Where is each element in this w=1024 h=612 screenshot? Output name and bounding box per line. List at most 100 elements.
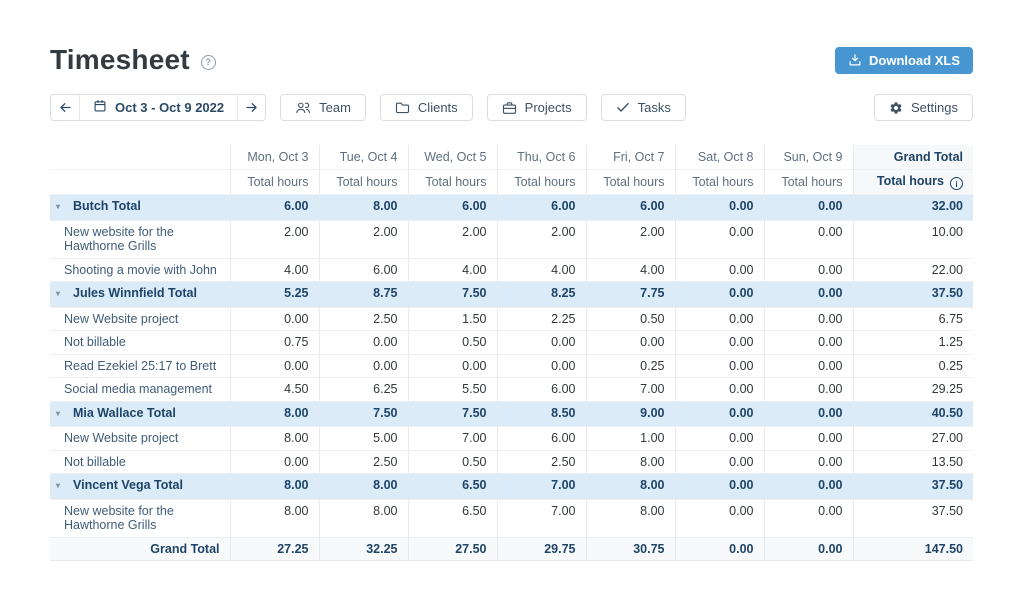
task-hours-cell: 0.00 [496, 354, 586, 378]
task-grand-total-cell: 37.50 [852, 499, 973, 538]
group-hours-cell: 6.00 [585, 194, 675, 221]
task-row-label: Not billable [50, 450, 230, 474]
group-hours-cell: 8.25 [496, 281, 586, 308]
timesheet-page: Timesheet ? Download XLS [50, 44, 973, 561]
task-hours-cell: 0.00 [763, 258, 853, 282]
task-hours-cell: 1.50 [407, 307, 497, 331]
date-range-button[interactable]: Oct 3 - Oct 9 2022 [79, 95, 238, 120]
task-grand-total-cell: 22.00 [852, 258, 973, 282]
next-week-button[interactable] [237, 95, 266, 120]
tasks-filter-button[interactable]: Tasks [600, 94, 686, 121]
task-hours-cell: 0.00 [496, 330, 586, 355]
task-hours-cell: 0.00 [674, 450, 764, 474]
info-icon[interactable]: i [950, 177, 963, 190]
group-hours-cell: 0.00 [763, 194, 853, 221]
task-row: Not billable 0.75 0.00 0.50 0.00 0.00 0.00 0.00… [50, 330, 973, 355]
task-hours-cell: 2.00 [229, 220, 319, 259]
task-hours-cell: 0.00 [674, 377, 764, 402]
collapse-group-icon[interactable]: ▾ [56, 289, 61, 298]
task-hours-cell: 2.00 [496, 220, 586, 259]
task-row: Not billable 0.00 2.50 0.50 2.50 8.00 0.00 0.00… [50, 450, 973, 474]
task-hours-cell: 6.50 [407, 499, 497, 538]
day-column-header: Thu, Oct 6 [496, 145, 586, 170]
task-grand-total-cell: 10.00 [852, 220, 973, 259]
group-grand-total-cell: 37.50 [852, 281, 973, 308]
total-hours-subheader: Total hours [496, 169, 586, 195]
group-hours-cell: 7.50 [407, 281, 497, 308]
group-hours-cell: 8.00 [585, 473, 675, 500]
gear-icon [889, 101, 903, 115]
title-row: Timesheet ? Download XLS [50, 44, 973, 76]
task-row: Social media management 4.50 6.25 5.50 6.00 7… [50, 377, 973, 402]
help-icon[interactable]: ? [200, 54, 216, 70]
task-hours-cell: 0.00 [674, 220, 764, 259]
team-filter-button[interactable]: Team [280, 94, 366, 121]
task-hours-cell: 4.00 [496, 258, 586, 282]
task-hours-cell: 0.50 [407, 450, 497, 474]
previous-week-button[interactable] [51, 95, 79, 120]
task-row: New Website project 0.00 2.50 1.50 2.25 0.50 0… [50, 307, 973, 331]
total-hours-subheader: Total hours [585, 169, 675, 195]
collapse-group-icon[interactable]: ▾ [56, 408, 61, 418]
task-hours-cell: 2.00 [585, 220, 675, 259]
group-label-cell: ▾ Mia Wallace Total [50, 401, 230, 427]
task-hours-cell: 0.00 [229, 307, 319, 331]
task-hours-cell: 0.25 [585, 354, 675, 378]
group-label-cell: ▾ Vincent Vega Total [50, 473, 230, 500]
timesheet-table: Mon, Oct 3 Tue, Oct 4 Wed, Oct 5 Thu, Oct 6… [50, 145, 973, 561]
group-hours-cell: 0.00 [674, 281, 764, 308]
group-hours-cell: 8.50 [496, 401, 586, 427]
day-column-header: Wed, Oct 5 [407, 145, 497, 170]
task-hours-cell: 8.00 [229, 426, 319, 451]
task-hours-cell: 0.00 [763, 377, 853, 402]
task-row-label: Not billable [50, 330, 230, 355]
group-grand-total-cell: 32.00 [852, 194, 973, 221]
group-hours-cell: 8.00 [229, 473, 319, 500]
task-row: New website for the Hawthorne Grills 8.00… [50, 499, 973, 538]
group-row-label: Butch Total [73, 199, 141, 213]
download-xls-button[interactable]: Download XLS [835, 46, 973, 74]
check-icon [616, 101, 630, 114]
group-hours-cell: 6.00 [229, 194, 319, 221]
task-row: Read Ezekiel 25:17 to Brett 0.00 0.00 0.00 0… [50, 354, 973, 378]
header-empty-cell [50, 145, 230, 170]
task-grand-total-cell: 29.25 [852, 377, 973, 402]
group-hours-cell: 6.50 [407, 473, 497, 500]
group-hours-cell: 8.00 [229, 401, 319, 427]
task-hours-cell: 0.50 [407, 330, 497, 355]
total-hours-subheader: Total hours [763, 169, 853, 195]
task-hours-cell: 6.25 [318, 377, 408, 402]
group-hours-cell: 7.50 [318, 401, 408, 427]
grand-total-subheader: Total hours i [852, 169, 973, 195]
task-row-label: New Website project [50, 426, 230, 451]
projects-filter-button[interactable]: Projects [486, 94, 587, 121]
task-hours-cell: 8.00 [229, 499, 319, 538]
task-hours-cell: 2.50 [318, 450, 408, 474]
group-hours-cell: 7.75 [585, 281, 675, 308]
group-hours-cell: 8.00 [318, 194, 408, 221]
grand-total-hours-cell: 0.00 [763, 536, 853, 561]
folder-icon [395, 101, 410, 115]
task-row-label: Shooting a movie with John [50, 258, 230, 282]
settings-button[interactable]: Settings [874, 94, 973, 121]
task-hours-cell: 4.00 [585, 258, 675, 282]
collapse-group-icon[interactable]: ▾ [56, 481, 61, 490]
task-hours-cell: 4.00 [229, 258, 319, 282]
task-grand-total-cell: 0.25 [852, 354, 973, 378]
group-hours-cell: 0.00 [674, 473, 764, 500]
grand-total-hours-cell: 27.25 [229, 536, 319, 561]
group-total-row: ▾ Vincent Vega Total 8.00 8.00 6.50 7.00 8.00 0… [50, 473, 973, 500]
task-hours-cell: 6.00 [496, 426, 586, 451]
task-hours-cell: 0.00 [229, 354, 319, 378]
group-total-row: ▾ Jules Winnfield Total 5.25 8.75 7.50 8.25 7.… [50, 281, 973, 308]
grand-total-row-label: Grand Total [50, 536, 230, 561]
task-hours-cell: 0.75 [229, 330, 319, 355]
clients-filter-button[interactable]: Clients [379, 94, 473, 121]
day-column-header: Sat, Oct 8 [674, 145, 764, 170]
collapse-group-icon[interactable]: ▾ [56, 202, 61, 211]
group-hours-cell: 9.00 [585, 401, 675, 427]
task-hours-cell: 7.00 [496, 499, 586, 538]
group-row-label: Vincent Vega Total [73, 478, 183, 492]
task-grand-total-cell: 1.25 [852, 330, 973, 355]
team-icon [295, 100, 311, 115]
